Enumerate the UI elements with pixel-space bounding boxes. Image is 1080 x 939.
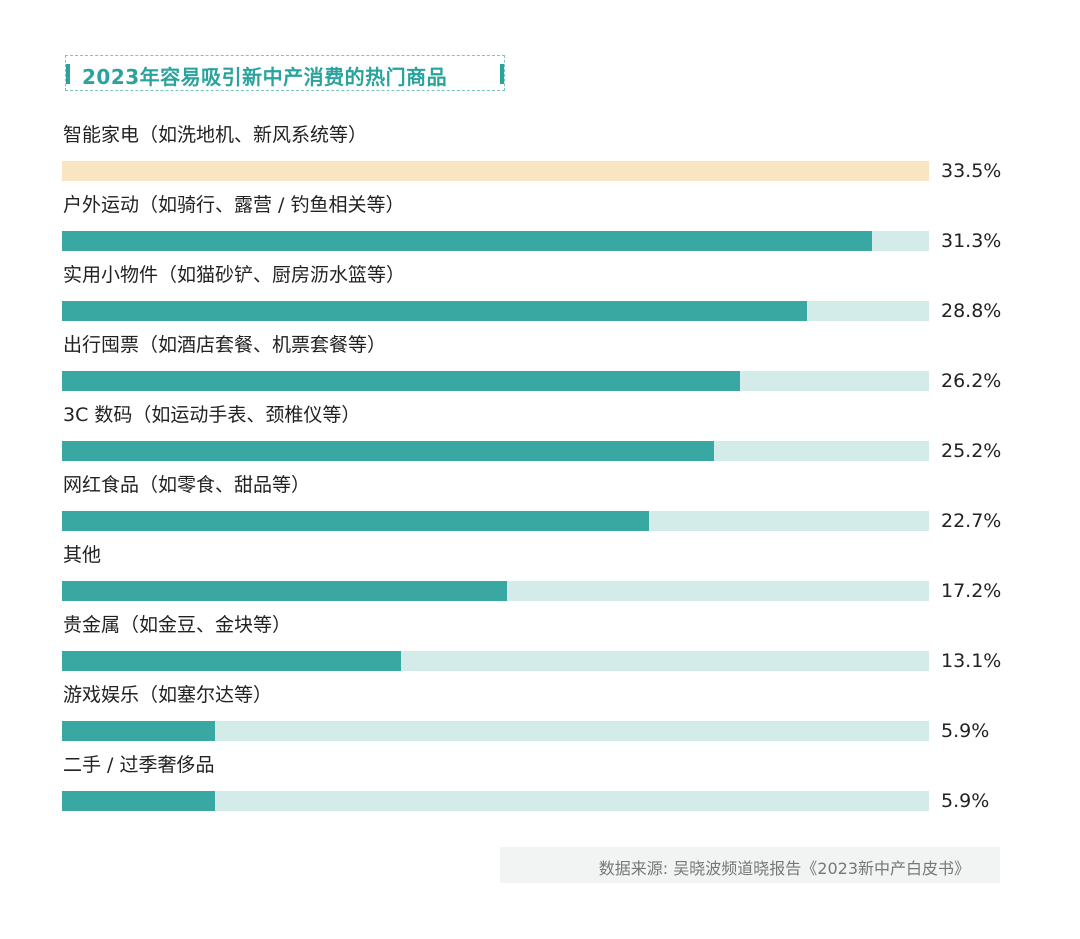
bar-row: 户外运动（如骑行、露营 / 钓鱼相关等） 31.3% (0, 190, 1080, 260)
bar-track (62, 721, 929, 741)
bar (62, 301, 807, 321)
bar (62, 231, 872, 251)
bar-track (62, 231, 929, 251)
chart-title: 2023年容易吸引新中产消费的热门商品 (82, 65, 448, 89)
title-bar-right (500, 64, 504, 84)
bar-row: 实用小物件（如猫砂铲、厨房沥水篮等） 28.8% (0, 260, 1080, 330)
bar (62, 371, 740, 391)
bar-value-label: 26.2% (941, 370, 1002, 392)
bar-value-label: 31.3% (941, 230, 1002, 252)
bar-category-label: 出行囤票（如酒店套餐、机票套餐等） (63, 334, 387, 356)
bar-track (62, 371, 929, 391)
bar-track (62, 651, 929, 671)
title-bar-left (66, 64, 70, 84)
bar-value-label: 25.2% (941, 440, 1002, 462)
bar (62, 791, 215, 811)
bar-value-label: 33.5% (941, 160, 1002, 182)
chart-title-box: 2023年容易吸引新中产消费的热门商品 (65, 55, 505, 91)
bar-row: 二手 / 过季奢侈品 5.9% (0, 750, 1080, 820)
bar (62, 651, 401, 671)
bar-row: 其他 17.2% (0, 540, 1080, 610)
bar-value-label: 17.2% (941, 580, 1002, 602)
bar-track (62, 441, 929, 461)
bar-category-label: 其他 (63, 544, 102, 566)
bar-category-label: 3C 数码（如运动手表、颈椎仪等） (63, 404, 361, 426)
bar-value-label: 22.7% (941, 510, 1002, 532)
bar-category-label: 游戏娱乐（如塞尔达等） (63, 684, 273, 706)
bar-track (62, 301, 929, 321)
bar-row: 游戏娱乐（如塞尔达等） 5.9% (0, 680, 1080, 750)
bar-value-label: 5.9% (941, 720, 990, 742)
bar-track (62, 581, 929, 601)
bar-category-label: 户外运动（如骑行、露营 / 钓鱼相关等） (63, 194, 405, 216)
bar-category-label: 贵金属（如金豆、金块等） (63, 614, 292, 636)
source-note: 数据来源: 吴晓波频道晓报告《2023新中产白皮书》 (598, 859, 970, 878)
bar-category-label: 实用小物件（如猫砂铲、厨房沥水篮等） (63, 264, 406, 286)
bar (62, 511, 649, 531)
bar-value-label: 28.8% (941, 300, 1002, 322)
bar-category-label: 智能家电（如洗地机、新风系统等） (63, 124, 368, 146)
bar (62, 721, 215, 741)
source-box: 数据来源: 吴晓波频道晓报告《2023新中产白皮书》 (500, 847, 1000, 883)
bar-row: 出行囤票（如酒店套餐、机票套餐等） 26.2% (0, 330, 1080, 400)
bar (62, 161, 929, 181)
bar (62, 581, 507, 601)
bar (62, 441, 714, 461)
bar-row: 智能家电（如洗地机、新风系统等） 33.5% (0, 120, 1080, 190)
bar-track (62, 791, 929, 811)
bar-row: 贵金属（如金豆、金块等） 13.1% (0, 610, 1080, 680)
bar-row: 网红食品（如零食、甜品等） 22.7% (0, 470, 1080, 540)
bar-category-label: 二手 / 过季奢侈品 (63, 754, 215, 776)
bar-track (62, 161, 929, 181)
bar-row: 3C 数码（如运动手表、颈椎仪等） 25.2% (0, 400, 1080, 470)
bar-value-label: 5.9% (941, 790, 990, 812)
bar-value-label: 13.1% (941, 650, 1002, 672)
bar-category-label: 网红食品（如零食、甜品等） (63, 474, 311, 496)
bar-track (62, 511, 929, 531)
